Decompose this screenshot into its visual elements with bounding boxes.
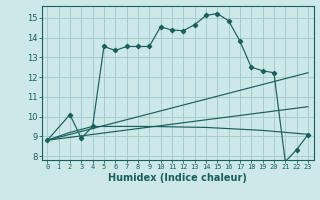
X-axis label: Humidex (Indice chaleur): Humidex (Indice chaleur) bbox=[108, 173, 247, 183]
